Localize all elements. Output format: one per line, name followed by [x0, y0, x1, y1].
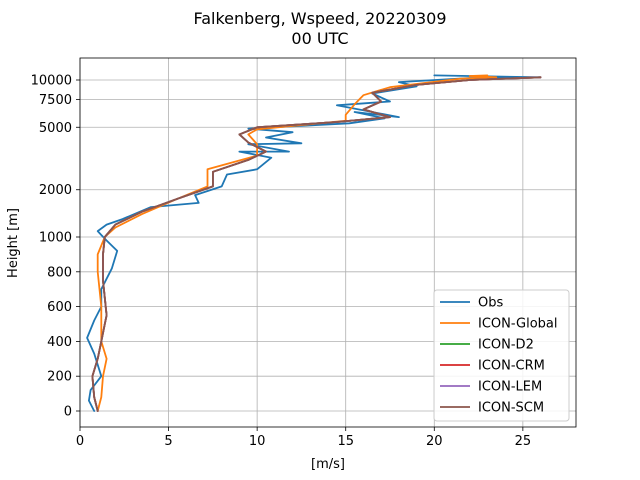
legend: Obs ICON-Global ICON-D2 ICON-CRM ICON-LEM ICO…: [433, 289, 570, 422]
y-tick-label: 200: [47, 370, 72, 385]
legend-label: ICON-LEM: [478, 380, 542, 395]
x-tick-label: 25: [515, 434, 532, 449]
y-tick-label: 10000: [31, 74, 72, 89]
x-tick-label: 5: [164, 434, 172, 449]
legend-label: Obs: [478, 296, 503, 311]
y-tick-label: 5000: [39, 121, 72, 136]
series-line-obs: [86, 74, 542, 412]
legend-label: ICON-SCM: [478, 401, 544, 416]
x-tick-label: 10: [249, 434, 266, 449]
y-tick-label: 7500: [39, 93, 72, 108]
chart-title-line2: 00 UTC: [291, 29, 348, 48]
y-tick-label: 800: [47, 265, 72, 280]
plot-frame: [79, 57, 577, 428]
y-axis-label: Height [m]: [6, 208, 21, 278]
legend-label: ICON-CRM: [478, 359, 545, 374]
series-line-icon-scm: [91, 76, 542, 412]
x-tick-label: 15: [337, 434, 354, 449]
x-tick-label: 20: [426, 434, 443, 449]
y-tick-label: 600: [47, 300, 72, 315]
y-tick-label: 400: [47, 335, 72, 350]
y-tick-label: 1000: [39, 231, 72, 246]
x-axis-label: [m/s]: [311, 457, 345, 472]
y-tick-label: 0: [64, 405, 72, 420]
tick-layer: 0 5 10 15 20 25 0 200 400 600 800 1000 2000 5000 7500 1…: [31, 74, 531, 450]
grid-layer: [79, 58, 576, 427]
chart-title-line1: Falkenberg, Wspeed, 20220309: [193, 9, 446, 28]
legend-label: ICON-Global: [478, 317, 558, 332]
series-layer: [86, 74, 542, 412]
y-tick-label: 2000: [39, 183, 72, 198]
x-tick-label: 0: [76, 434, 84, 449]
legend-label: ICON-D2: [478, 338, 534, 353]
